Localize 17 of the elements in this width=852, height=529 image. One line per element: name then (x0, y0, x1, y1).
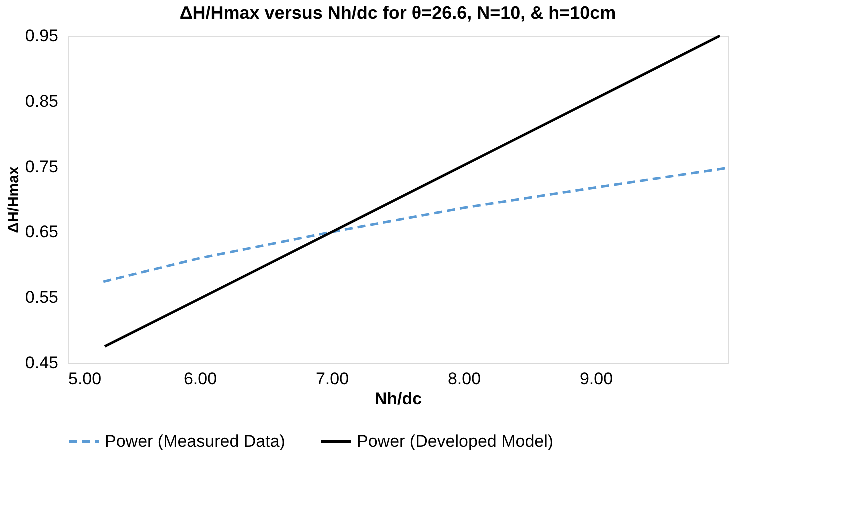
y-tick-label: 0.95 (25, 26, 58, 46)
y-tick-label: 0.65 (25, 222, 58, 242)
legend-label: Power (Measured Data) (105, 432, 286, 451)
line-series (104, 34, 722, 348)
x-tick-label: 5.00 (68, 370, 102, 388)
x-tick-label: 9.00 (580, 370, 614, 388)
legend-label: Power (Developed Model) (357, 432, 554, 451)
x-tick-label: 7.00 (316, 370, 350, 388)
x-tick-label: 6.00 (184, 370, 218, 388)
y-axis-title: ΔH/Hmax (5, 166, 22, 234)
y-tick-label: 0.85 (25, 92, 58, 111)
x-tick-label: 8.00 (448, 370, 482, 388)
x-axis-title: Nh/dc (374, 390, 422, 408)
y-tick-label: 0.45 (25, 354, 58, 372)
y-tick-label: 0.75 (25, 157, 58, 176)
y-tick-label: 0.55 (25, 288, 58, 308)
chart-title: ΔH/Hmax versus Nh/dc for θ=26.6, N=10, & h=10cm (180, 3, 616, 23)
